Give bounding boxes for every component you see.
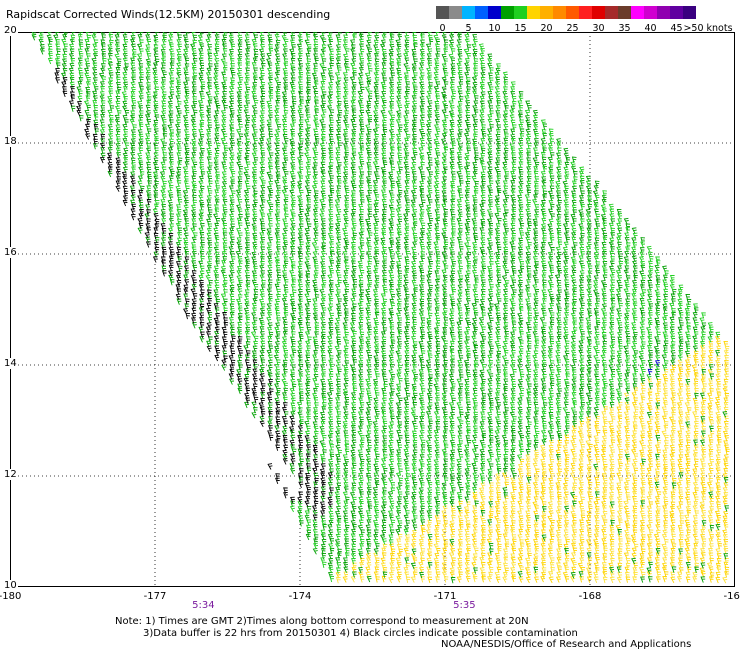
legend-swatch bbox=[670, 6, 683, 19]
legend-swatch bbox=[488, 6, 501, 19]
note-line-1: Note: 1) Times are GMT 2)Times along bot… bbox=[115, 616, 529, 627]
longitude-tick-label: -168 bbox=[578, 591, 602, 602]
legend-label: 30 bbox=[592, 23, 605, 34]
note-line-3: NOAA/NESDIS/Office of Research and Appli… bbox=[441, 639, 692, 650]
legend-label: 0 bbox=[439, 23, 446, 34]
legend-swatch bbox=[566, 6, 579, 19]
legend-swatch bbox=[553, 6, 566, 19]
legend-swatch bbox=[657, 6, 670, 19]
latitude-tick-label: 18 bbox=[3, 136, 18, 147]
wind-barbs bbox=[31, 32, 730, 584]
map-title: Rapidscat Corrected Winds(12.5KM) 201503… bbox=[6, 8, 331, 21]
wind-map bbox=[10, 32, 735, 587]
wind-barbs-blue bbox=[647, 359, 660, 376]
legend-label: 45 bbox=[670, 23, 683, 34]
legend-swatch bbox=[475, 6, 488, 19]
legend-swatch bbox=[644, 6, 657, 19]
legend-swatch bbox=[449, 6, 462, 19]
longitude-tick-label: -16 bbox=[723, 591, 740, 602]
longitude-tick-label: -180 bbox=[0, 591, 22, 602]
latitude-tick-label: 10 bbox=[3, 580, 18, 591]
latitude-tick-label: 12 bbox=[3, 469, 18, 480]
wind-barbs-green bbox=[31, 32, 729, 584]
latitude-tick-label: 20 bbox=[3, 25, 18, 36]
legend-swatch bbox=[436, 6, 449, 19]
longitude-tick-label: -171 bbox=[433, 591, 457, 602]
legend-label: 5 bbox=[465, 23, 472, 34]
legend-label: 10 bbox=[488, 23, 501, 34]
longitude-tick-label: -177 bbox=[143, 591, 167, 602]
legend-swatch bbox=[514, 6, 527, 19]
legend-swatch bbox=[527, 6, 540, 19]
legend-swatch bbox=[618, 6, 631, 19]
legend-label-max: >50 knots bbox=[683, 23, 733, 34]
legend-label: 40 bbox=[644, 23, 657, 34]
legend-swatch bbox=[683, 6, 696, 19]
legend-swatch bbox=[592, 6, 605, 19]
latitude-tick-label: 14 bbox=[3, 358, 18, 369]
legend-swatch bbox=[605, 6, 618, 19]
color-legend: 0 5 10 15 20 25 30 35 40 45 >50 knots bbox=[428, 6, 740, 36]
legend-label: 15 bbox=[514, 23, 527, 34]
legend-label: 35 bbox=[618, 23, 631, 34]
time-label: 5:35 bbox=[453, 600, 476, 611]
map-frame bbox=[10, 32, 735, 587]
longitude-tick-label: -174 bbox=[288, 591, 312, 602]
legend-label: 25 bbox=[566, 23, 579, 34]
wind-barbs-bright-green bbox=[31, 32, 721, 583]
legend-label: 20 bbox=[540, 23, 553, 34]
wind-barbs-black bbox=[54, 68, 334, 521]
wind-barbs-light-yellow bbox=[335, 345, 730, 584]
wind-barbs-yellow bbox=[335, 335, 730, 584]
legend-swatch bbox=[540, 6, 553, 19]
note-line-2: 3)Data buffer is 22 hrs from 20150301 4)… bbox=[143, 628, 578, 639]
legend-swatch bbox=[501, 6, 514, 19]
time-label: 5:34 bbox=[192, 600, 215, 611]
legend-swatch bbox=[462, 6, 475, 19]
legend-swatch bbox=[579, 6, 592, 19]
latitude-tick-label: 16 bbox=[3, 247, 18, 258]
legend-swatch bbox=[631, 6, 644, 19]
